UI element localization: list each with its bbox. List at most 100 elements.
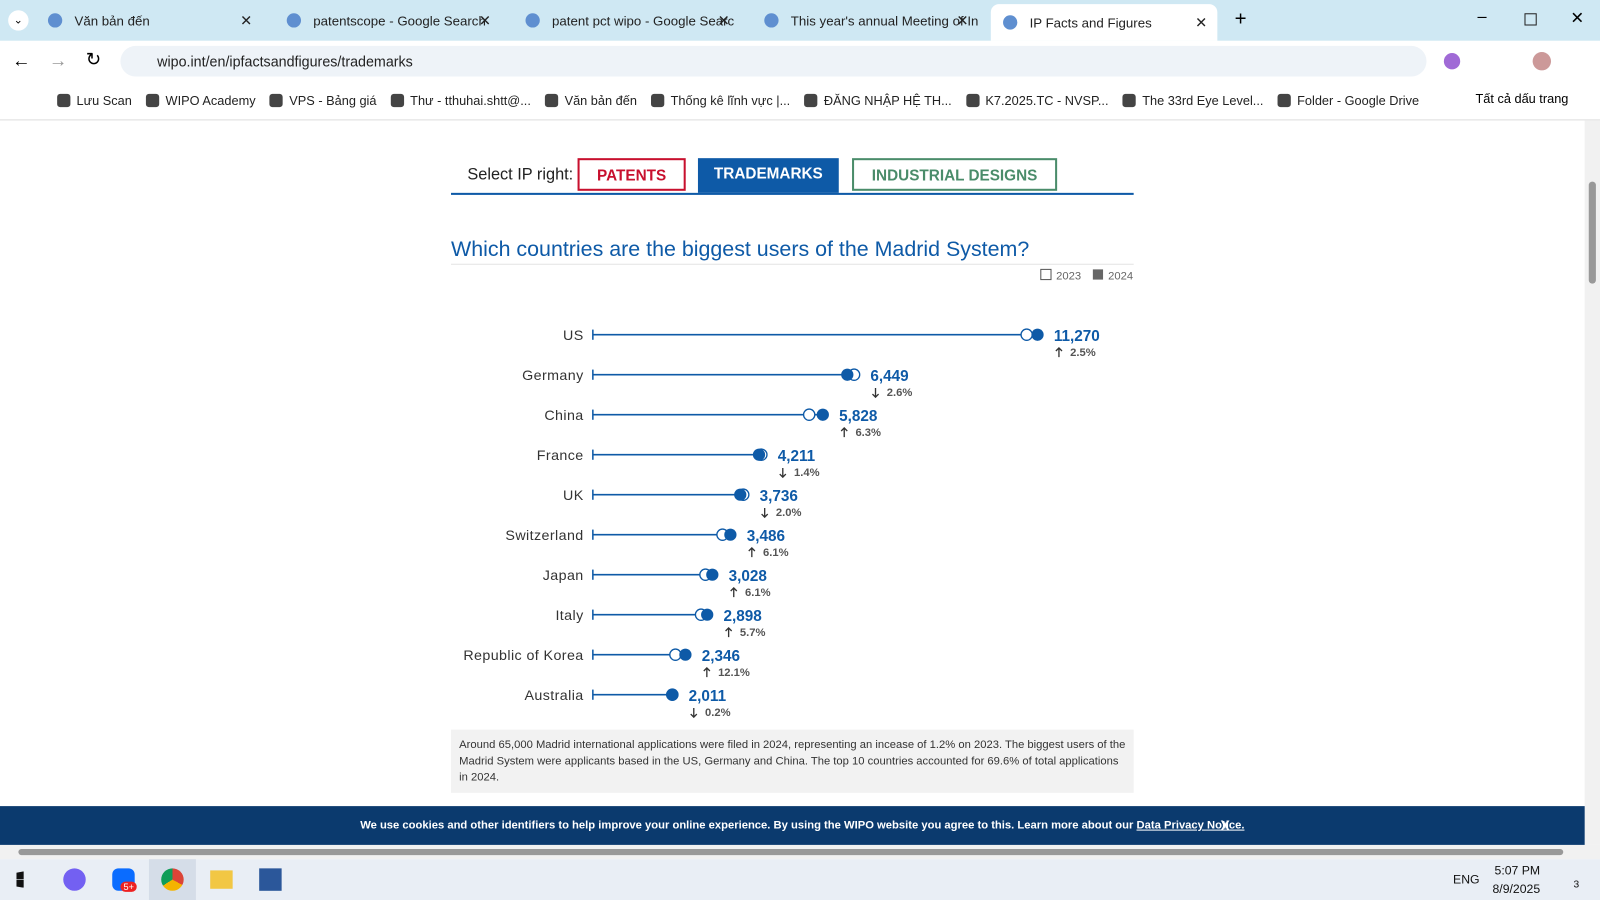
value-label: 11,270 [1054,328,1100,345]
date[interactable]: 8/9/2025 [1492,881,1541,896]
bookmark-icon [651,93,665,108]
v-thumb[interactable] [1588,181,1596,284]
dot-2024 [841,368,854,381]
forward[interactable]: → [48,49,68,71]
bookmark-title: The 33rd Eye Level... [1142,93,1264,108]
bookmark-icon [804,93,818,108]
tab-title: patentscope - Google Search [313,12,486,29]
start[interactable] [16,871,24,888]
change-label: 1.4% [794,467,820,479]
category-label: Republic of Korea [463,648,583,664]
cookie-close[interactable]: X [1220,817,1230,834]
bookmark-icon [545,93,559,108]
option[interactable]: INDUSTRIAL DESIGNS [852,158,1058,191]
cookie-banner: We use cookies and other identifiers to … [0,806,1585,845]
explorer[interactable] [210,870,233,889]
all-bookmarks[interactable]: Tất cả dấu trang [1475,91,1569,107]
tab-close[interactable]: ✕ [240,11,253,29]
value-label: 3,486 [747,528,785,545]
bookmark-icon [390,93,405,108]
arrow-up [840,427,848,438]
tab-bar: ⌄ Văn bản đến ✕ patentscope - Google Searc… [0,0,1600,41]
tab-title: This year's annual Meeting of In [790,12,979,29]
chart-title: Which countries are the biggest users of… [451,237,1029,261]
tab[interactable]: patentscope - Google Search ✕ [274,6,501,35]
bookmark[interactable]: Thống kê lĩnh vực |... [651,93,790,108]
bookmark[interactable]: K7.2025.TC - NVSP... [966,93,1109,108]
change-label: 6.1% [745,587,771,599]
category-label: Australia [524,688,583,704]
description: Around 65,000 Madrid international appli… [451,729,1134,793]
notifications[interactable]: 3 [1573,879,1580,891]
privacy-link[interactable]: Data Privacy Notice. [1136,819,1245,832]
dot-2024 [701,608,714,621]
tab[interactable]: Văn bản đến ✕ [36,6,263,35]
bookmark[interactable]: Folder - Google Drive [1277,93,1419,108]
arrow-down [871,387,880,399]
viber[interactable] [63,868,86,891]
bookmark[interactable]: VPS - Bảng giá [269,93,376,108]
bookmark[interactable]: Lưu Scan [57,93,132,108]
change-label: 5.7% [740,627,766,639]
dot-2024 [724,528,737,541]
tab-close[interactable]: ✕ [478,11,491,29]
value-label: 5,828 [839,408,878,425]
bookmark[interactable]: ĐĂNG NHẬP HỆ TH... [804,93,952,108]
tab[interactable]: patent pct wipo - Google Searc ✕ [513,6,740,35]
option[interactable]: PATENTS [577,158,686,191]
bookmark[interactable]: WIPO Academy [146,93,256,108]
profile[interactable] [1532,52,1552,71]
tab-icon [525,13,540,28]
bookmark-title: ĐĂNG NHẬP HỆ TH... [823,93,952,108]
language[interactable]: ENG [1453,872,1480,887]
change-label: 2.5% [1070,347,1096,359]
tab-close[interactable]: ✕ [1195,13,1208,31]
tab-search[interactable]: ⌄ [8,10,29,31]
option-active[interactable]: TRADEMARKS [697,158,839,193]
bookmark-icon [1122,93,1137,108]
tab-icon [286,13,302,28]
word[interactable] [259,868,282,891]
tab-close[interactable]: ✕ [956,11,969,29]
minimize[interactable]: – [1477,8,1487,26]
restore[interactable] [1524,13,1537,26]
url-field[interactable]: wipo.int/en/ipfactsandfigures/trademarks [120,45,1427,77]
new-tab[interactable]: + [1234,8,1247,31]
arrow-up [748,547,756,558]
category-label: US [563,328,584,344]
tab[interactable]: This year's annual Meeting of In ✕ [752,6,979,35]
bookmark[interactable]: Văn bản đến [545,93,637,108]
close-window[interactable]: ✕ [1570,10,1585,28]
value-label: 2,346 [702,648,740,665]
tab-icon [47,13,63,28]
legend-swatch [1092,269,1104,280]
bookmark[interactable]: The 33rd Eye Level... [1122,93,1264,108]
h-thumb[interactable] [18,848,1564,856]
change-label: 2.0% [776,507,802,519]
dot-2023 [1020,328,1033,341]
bookmark-title: K7.2025.TC - NVSP... [985,93,1109,108]
bookmark-icon [269,93,284,108]
legend-label: 2023 [1056,271,1081,283]
extension[interactable] [1443,53,1461,70]
time[interactable]: 5:07 PM [1494,863,1541,878]
arrow-up [1055,347,1063,358]
bookmark[interactable]: Thư - tthuhai.shtt@... [390,93,531,108]
chrome[interactable] [161,868,184,891]
bookmark-icon [57,93,71,108]
dot-2024 [734,488,747,501]
arrow-down [761,507,769,519]
tab[interactable]: IP Facts and Figures ✕ [990,4,1218,41]
reload[interactable]: ↻ [85,48,102,70]
category-label: Japan [543,568,584,584]
bookmark-title: Lưu Scan [76,93,132,108]
tab-close[interactable]: ✕ [717,11,730,29]
change-label: 6.1% [763,547,789,559]
h-scrollbar [0,844,1600,860]
back[interactable]: ← [12,49,31,71]
category-label: Italy [555,608,584,624]
dot-2024 [679,648,692,661]
dot-2024 [666,688,679,701]
legend-swatch [1040,268,1052,281]
